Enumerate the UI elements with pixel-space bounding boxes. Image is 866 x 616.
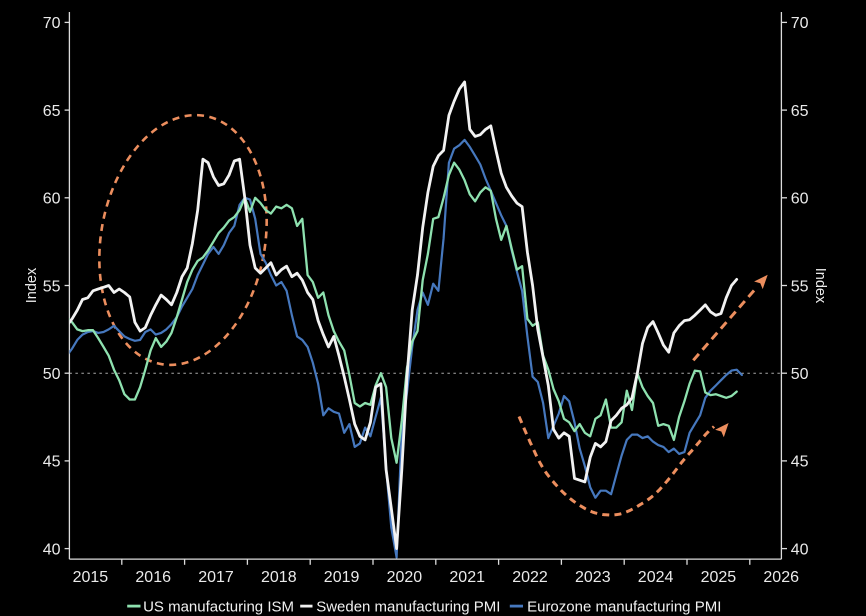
svg-text:65: 65 (43, 103, 61, 120)
svg-text:2024: 2024 (638, 569, 674, 586)
svg-text:US manufacturing ISM: US manufacturing ISM (143, 598, 294, 615)
svg-text:2020: 2020 (387, 569, 423, 586)
svg-text:70: 70 (43, 15, 61, 32)
svg-text:45: 45 (791, 454, 809, 471)
svg-text:2019: 2019 (324, 569, 360, 586)
svg-text:2017: 2017 (198, 569, 234, 586)
svg-text:45: 45 (43, 454, 61, 471)
svg-text:2015: 2015 (73, 569, 109, 586)
svg-text:Eurozone manufacturing PMI: Eurozone manufacturing PMI (527, 598, 721, 615)
svg-text:65: 65 (791, 103, 809, 120)
svg-text:60: 60 (43, 191, 61, 208)
svg-text:2018: 2018 (261, 569, 297, 586)
svg-text:2016: 2016 (135, 569, 171, 586)
svg-text:2023: 2023 (575, 569, 611, 586)
svg-text:40: 40 (791, 541, 809, 558)
svg-text:Sweden manufacturing PMI: Sweden manufacturing PMI (316, 598, 500, 615)
svg-text:55: 55 (43, 278, 61, 295)
svg-text:40: 40 (43, 541, 61, 558)
svg-text:60: 60 (791, 191, 809, 208)
svg-text:50: 50 (791, 366, 809, 383)
svg-text:2026: 2026 (763, 569, 799, 586)
svg-text:Index: Index (812, 268, 828, 304)
svg-text:Index: Index (24, 267, 40, 303)
svg-text:2025: 2025 (701, 569, 737, 586)
svg-text:50: 50 (43, 366, 61, 383)
svg-text:70: 70 (791, 15, 809, 32)
svg-text:2021: 2021 (449, 569, 485, 586)
svg-text:2022: 2022 (512, 569, 548, 586)
svg-text:55: 55 (791, 278, 809, 295)
